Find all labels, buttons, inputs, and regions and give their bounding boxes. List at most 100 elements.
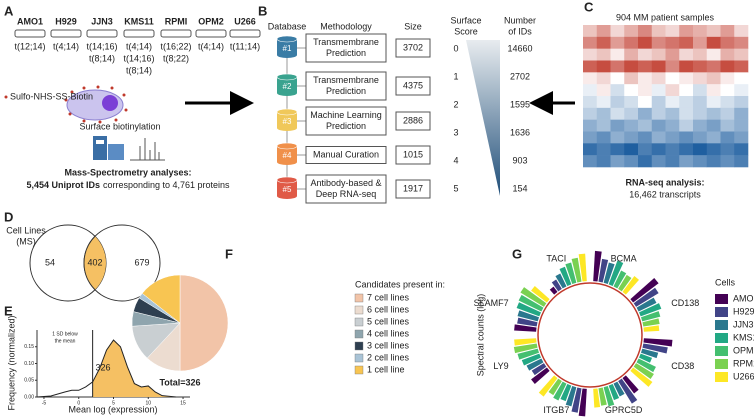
translocation: t(8;14): [126, 65, 152, 75]
id-count: 154: [512, 183, 527, 193]
legend-title: Candidates present in:: [355, 279, 445, 289]
methodology: Deep RNA-seq: [316, 189, 377, 199]
heatmap-cell: [734, 143, 749, 156]
size-box: [395, 38, 431, 58]
radial-bar: [630, 367, 653, 387]
methodology: Prediction: [326, 86, 366, 96]
heatmap-cell: [610, 155, 625, 168]
marker-label: LY9: [493, 361, 508, 371]
tube: [229, 29, 261, 38]
heatmap-cell: [583, 96, 598, 109]
heatmap-cell: [596, 131, 611, 144]
legend-swatch: [354, 341, 364, 351]
translocation: t(8;22): [163, 53, 189, 63]
db-bottom: [277, 125, 297, 131]
heatmap-cell: [610, 119, 625, 132]
heatmap-cell: [679, 119, 694, 132]
heatmap-cell: [693, 25, 708, 38]
methodology: Machine Learning: [310, 110, 382, 120]
heatmap-cell: [651, 48, 666, 61]
legend-swatch: [354, 329, 364, 339]
heatmap-cell: [665, 84, 680, 97]
database-id: #2: [283, 82, 292, 91]
step-label: Surface biotinylation: [79, 121, 160, 131]
radial-bar: [555, 273, 567, 289]
radial-bar: [598, 258, 609, 283]
surface-score: 3: [453, 127, 458, 137]
database-id: #1: [283, 44, 292, 53]
panel-label: A: [4, 3, 14, 18]
heatmap-cell: [624, 36, 639, 49]
x-tick-label: -5: [42, 400, 47, 406]
db-top: [276, 35, 298, 43]
heatmap-cell: [665, 60, 680, 73]
radial-bar: [640, 348, 659, 359]
heatmap-cell: [734, 107, 749, 120]
marker-label: BCMA: [611, 254, 637, 264]
size-box: [395, 111, 431, 131]
heatmap-cell: [720, 48, 735, 61]
methodology: Prediction: [326, 48, 366, 58]
heatmap-cell: [734, 155, 749, 168]
x-tick-label: 0: [77, 400, 80, 406]
marker-label: TACI: [546, 254, 566, 264]
set-label: (MS): [16, 236, 36, 246]
header: Surface: [450, 15, 481, 25]
heatmap-cell: [583, 131, 598, 144]
legend-label: U266: [733, 371, 754, 381]
radial-bar: [578, 253, 587, 282]
heatmap-cell: [720, 131, 735, 144]
method-box: [305, 174, 387, 204]
radial-bar: [598, 387, 607, 406]
legend-label: 1 cell line: [367, 364, 405, 374]
header: Methodology: [320, 21, 372, 31]
size: 2886: [403, 115, 423, 125]
heatmap-cell: [693, 96, 708, 109]
heatmap-cell: [624, 155, 639, 168]
radial-bar: [622, 375, 639, 394]
density-line: [36, 339, 177, 398]
heatmap-cell: [734, 131, 749, 144]
heatmap-cell: [624, 119, 639, 132]
heatmap-cell: [596, 155, 611, 168]
result-line: 5,454 Uniprot IDs corresponding to 4,761 …: [26, 180, 230, 190]
radial-bar: [643, 338, 673, 347]
heatmap-cell: [638, 60, 653, 73]
heatmap-cell: [638, 131, 653, 144]
radial-bar: [639, 353, 653, 363]
heatmap-cell: [610, 72, 625, 85]
size-box: [395, 76, 431, 96]
heatmap-cell: [638, 107, 653, 120]
y-tick-label: 0.15: [24, 344, 34, 350]
heatmap-cell: [706, 119, 721, 132]
radial-bar: [565, 385, 577, 407]
heatmap-cell: [693, 119, 708, 132]
heatmap-cell: [583, 119, 598, 132]
heatmap-cell: [583, 25, 598, 38]
heatmap-cell: [706, 48, 721, 61]
size: 4375: [403, 80, 423, 90]
heatmap-cell: [706, 84, 721, 97]
heatmap-cell: [693, 143, 708, 156]
db-bottom: [277, 159, 297, 165]
heatmap-cell: [693, 36, 708, 49]
heatmap-cell: [583, 48, 598, 61]
radial-bar: [613, 270, 627, 289]
db-body: [277, 180, 297, 196]
legend-label: 3 cell lines: [367, 340, 410, 350]
heatmap-cell: [665, 36, 680, 49]
size-box: [395, 179, 431, 199]
heatmap-cell: [706, 72, 721, 85]
heatmap-cell: [596, 60, 611, 73]
legend-label: JJN3: [733, 319, 754, 329]
heatmap-cell: [720, 84, 735, 97]
heatmap-title: 904 MM patient samples: [616, 12, 715, 22]
radial-bar: [560, 384, 572, 402]
heatmap-cell: [638, 84, 653, 97]
heatmap-cell: [610, 84, 625, 97]
heatmap-cell: [679, 48, 694, 61]
radial-bar: [517, 310, 540, 322]
heatmap-cell: [596, 107, 611, 120]
heatmap-cell: [720, 25, 735, 38]
heatmap-cell: [665, 107, 680, 120]
